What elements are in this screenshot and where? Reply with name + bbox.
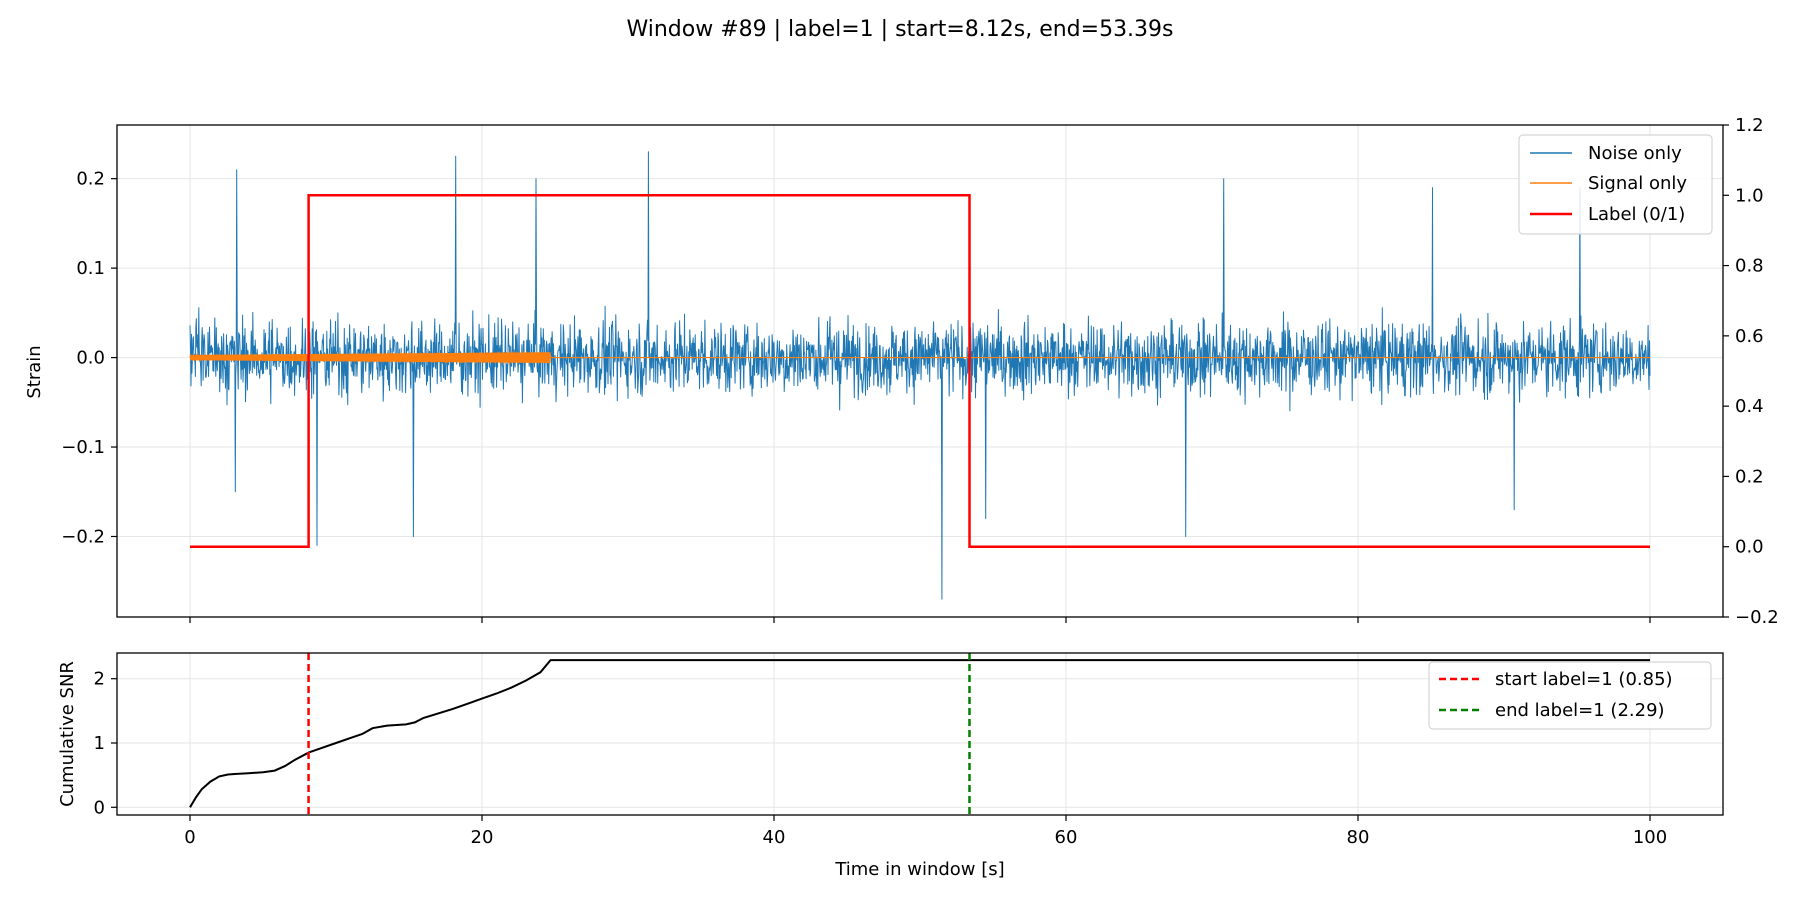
strain-y-tick-label: 0.2 [76,169,105,190]
snr-x-tick-label: 20 [471,827,494,848]
label-y-tick-label: 0.8 [1735,256,1764,277]
snr-markers [307,653,971,815]
snr-x-tick-label: 100 [1633,827,1667,848]
strain-panel: −0.2 −0.1 0.0 0.1 0.2 −0.2 0.0 0.2 0.4 0.6 0.8 1.0… [24,115,1779,628]
label-y-tick-label: 0.0 [1735,537,1764,558]
snr-legend: start label=1 (0.85) end label=1 (2.29) [1428,661,1712,730]
signal-only-envelope [190,352,551,363]
strain-y-tick-label: 0.1 [76,258,105,279]
snr-panel: 0 1 2 0 20 40 60 80 100 Cumulative SNR Time in … [57,652,1724,880]
snr-y-tick-label: 1 [94,733,105,754]
snr-x-tick-label: 60 [1055,827,1078,848]
strain-y-axis-title: Strain [24,345,45,398]
legend-label-signal: Signal only [1588,173,1687,194]
label-y-tick-label: 0.2 [1735,466,1764,487]
label-y-tick-label: 1.2 [1735,115,1764,136]
cumulative-snr-series [189,659,1650,808]
figure-title: Window #89 | label=1 | start=8.12s, end=… [626,17,1173,42]
legend-label-start: start label=1 (0.85) [1495,669,1673,690]
snr-x-axis: 0 20 40 60 80 100 [184,815,1667,848]
snr-legend-box [1428,661,1712,730]
strain-panel-grid [117,125,1723,617]
snr-panel-frame [116,652,1724,816]
noise-only-line [189,151,1651,600]
strain-y-tick-label: −0.1 [61,437,105,458]
strain-legend-box [1518,134,1713,235]
snr-y-axis-title: Cumulative SNR [57,661,78,807]
label-y-tick-label: −0.2 [1735,607,1779,628]
legend-label-noise: Noise only [1588,143,1682,164]
strain-y-axis: −0.2 −0.1 0.0 0.1 0.2 [61,169,117,547]
snr-y-axis: 0 1 2 [94,669,117,818]
noise-only-series [189,151,1651,600]
strain-y-tick-label: −0.2 [61,526,105,547]
cumulative-snr-line [189,659,1650,808]
legend-label-end: end label=1 (2.29) [1495,700,1665,721]
legend-label-label: Label (0/1) [1588,204,1685,225]
label-step-series [190,194,1650,548]
strain-x-ticks [189,617,1651,623]
signal-only-series [189,350,1650,365]
label-y-tick-label: 0.6 [1735,326,1764,347]
strain-legend: Noise only Signal only Label (0/1) [1518,134,1713,235]
snr-x-tick-label: 40 [763,827,786,848]
snr-x-tick-label: 80 [1347,827,1370,848]
snr-x-tick-label: 0 [184,827,195,848]
label-y-tick-label: 1.0 [1735,185,1764,206]
strain-y-tick-label: 0.0 [76,348,105,369]
snr-y-tick-label: 2 [94,669,105,690]
label-step-line [190,194,1650,548]
strain-panel-frame [116,124,1724,618]
x-axis-title: Time in window [s] [834,859,1004,880]
label-y-axis: −0.2 0.0 0.2 0.4 0.6 0.8 1.0 1.2 [1723,115,1779,628]
label-y-tick-label: 0.4 [1735,396,1764,417]
snr-y-tick-label: 0 [94,797,105,818]
